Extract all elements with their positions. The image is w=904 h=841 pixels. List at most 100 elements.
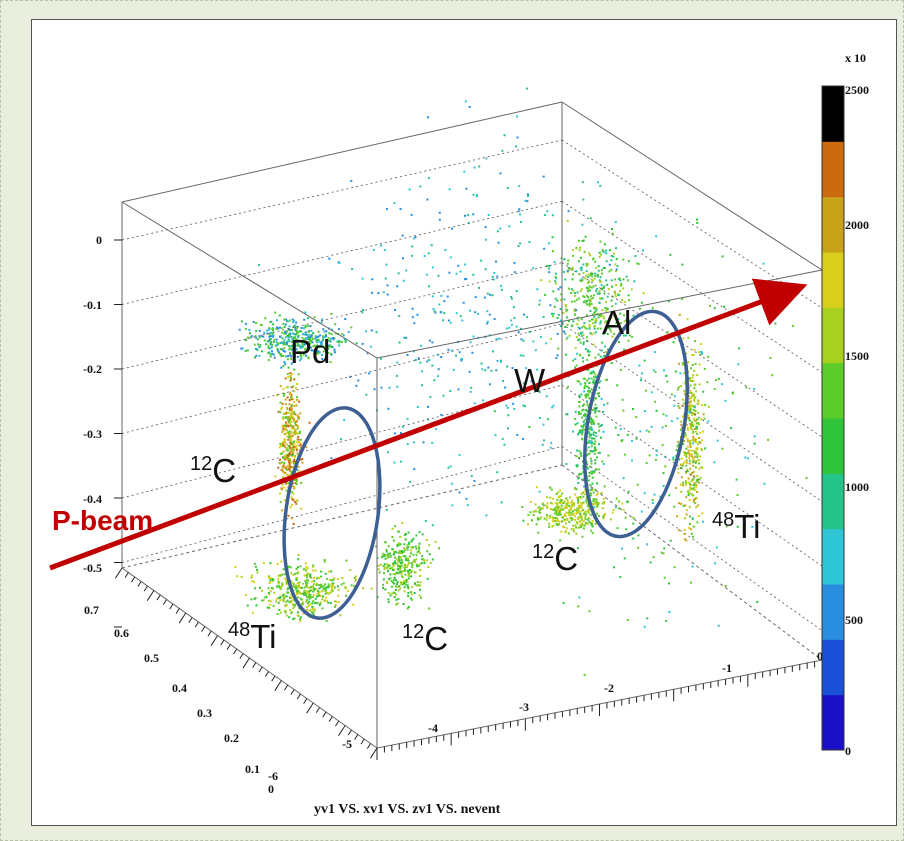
scatter-point [692,494,694,497]
scatter-point [590,433,593,436]
scatter-point [294,328,297,331]
scatter-point [593,325,596,328]
scatter-point [287,366,290,369]
scatter-point [696,218,698,221]
scatter-point [272,587,275,590]
scatter-point [281,582,284,585]
scatter-point [692,488,695,491]
scatter-point [284,441,286,444]
depth-tickmark [284,684,289,691]
scatter-point [285,447,288,450]
scatter-point [262,562,265,565]
scatter-point [650,425,653,428]
scatter-point [644,410,646,413]
scatter-point [581,524,583,526]
scatter-point [270,335,272,338]
scatter-point [682,440,685,442]
scatter-point [579,412,582,415]
scatter-point [561,520,563,523]
scatter-point [595,498,598,501]
scatter-point [306,317,309,320]
scatter-point [419,581,422,584]
scatter-point [323,560,326,563]
scatter-point [425,273,428,276]
scatter-point [288,348,291,351]
scatter-point [287,464,290,467]
scatter-point [277,580,280,583]
scatter-point [329,340,332,343]
scatter-point [296,338,299,341]
scatter-point [545,395,548,398]
depth-tickmark [252,662,257,668]
scatter-point [275,319,278,322]
scatter-point [682,504,685,507]
scatter-point [572,254,575,257]
scatter-point [610,362,613,365]
scatter-point [585,465,588,468]
scatter-point [694,396,697,399]
scatter-point [680,428,682,431]
scatter-point [306,567,309,570]
scatter-point [567,532,570,535]
scatter-point [575,521,578,524]
scatter-point [329,579,332,581]
scatter-point [296,441,299,444]
scatter-point [503,134,506,137]
scatter-point [570,517,573,520]
scatter-point [689,486,692,489]
depth-tickmark [114,567,123,579]
scatter-point [597,269,600,272]
scatter-point [679,467,682,469]
scatter-point [268,593,271,596]
scatter-point [559,500,562,503]
scatter-point [288,419,291,422]
scatter-point [382,583,384,586]
scatter-point [419,185,422,188]
scatter-point [284,377,287,380]
scatter-point [684,453,687,456]
scatter-point [691,412,694,414]
scatter-point [528,241,531,244]
scatter-point [481,368,484,371]
scatter-point [580,332,582,335]
scatter-point [591,297,594,300]
scatter-point [502,380,505,382]
scatter-point [301,337,304,339]
scatter-point [407,591,410,594]
scatter-point [398,558,401,560]
scatter-point [394,525,397,528]
scatter-point [694,413,697,415]
scatter-point [570,300,573,303]
scatter-point [678,313,681,316]
scatter-point [580,504,583,507]
scatter-point [690,397,693,399]
depth-tickmark [220,639,225,646]
scatter-point [596,501,598,504]
scatter-point [283,326,286,328]
scatter-point [693,348,696,351]
scatter-point [299,565,302,568]
scatter-point [698,478,701,481]
scatter-point [329,602,332,604]
scatter-point [395,579,397,582]
scatter-point [464,278,466,281]
scatter-point [603,403,605,406]
scatter-point [615,497,618,500]
scatter-point [613,333,616,335]
scatter-point [676,515,679,518]
scatter-point [585,286,588,289]
scatter-point [542,504,545,507]
scatter-point [270,346,273,349]
scatter-point [442,319,445,322]
scatter-point [627,339,630,342]
scatter-point [589,471,592,474]
scatter-point [591,313,594,316]
scatter-point [680,457,683,460]
scatter-point [389,555,392,558]
scatter-point [304,311,307,314]
scatter-point [249,332,251,335]
scatter-point [581,181,584,184]
depth-tickmark [131,576,136,583]
scatter-point [687,481,690,484]
scatter-point [269,600,272,603]
